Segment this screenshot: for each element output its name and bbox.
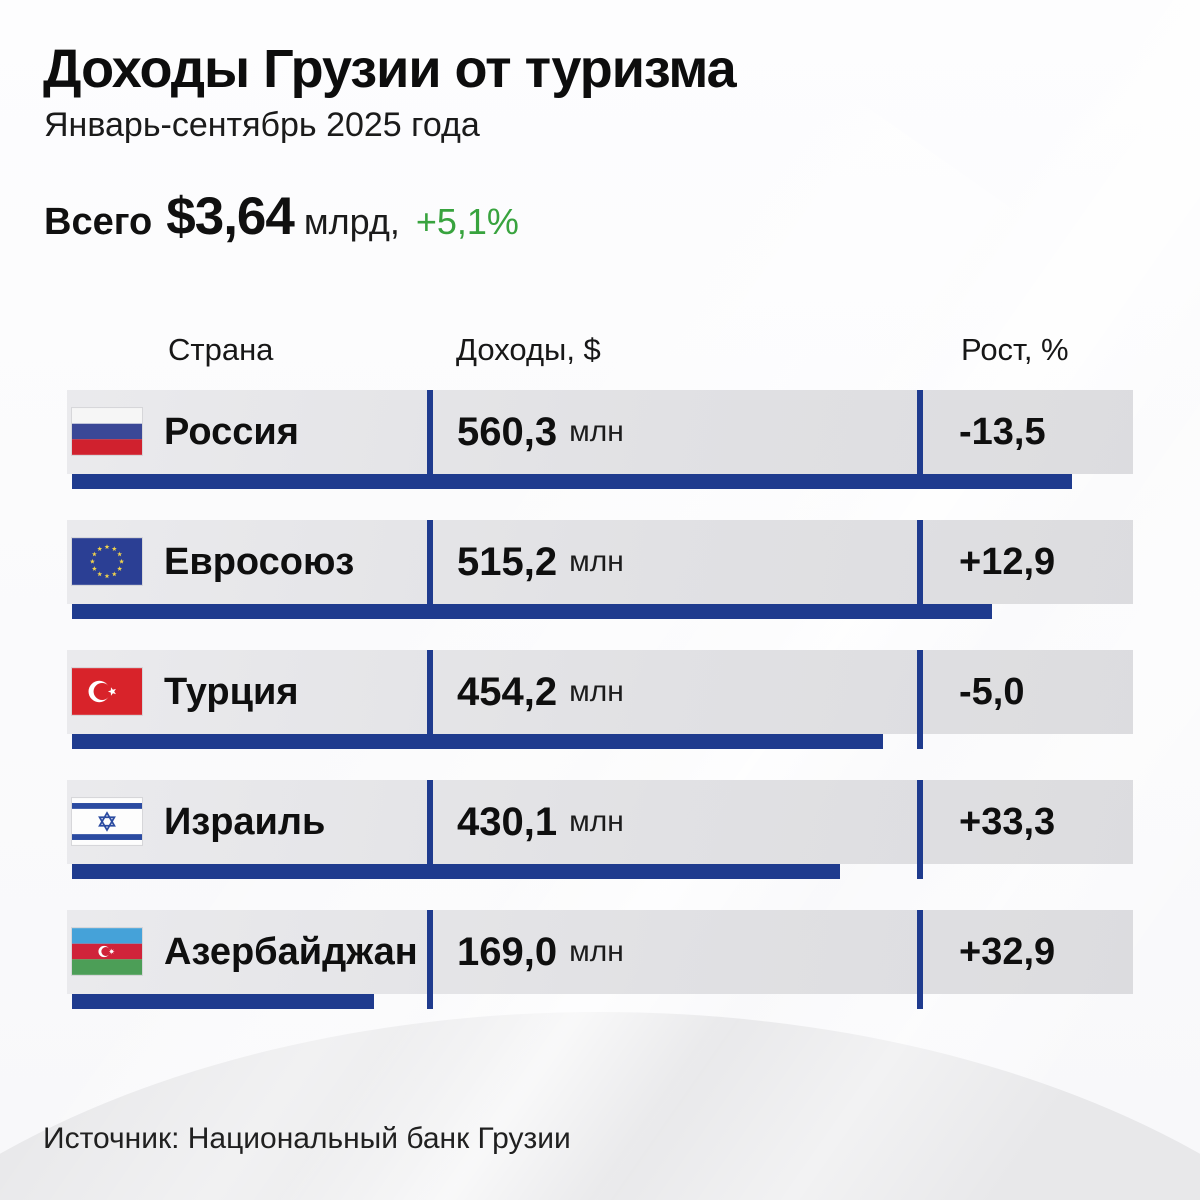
revenue-value: 430,1 — [457, 799, 558, 844]
table-row: Россия 560,3 млн -13,5 — [67, 390, 1133, 489]
revenue-unit: млн — [569, 675, 624, 708]
revenue-bar — [72, 864, 840, 879]
eu-flag-icon — [72, 538, 142, 585]
revenue-unit: млн — [569, 935, 624, 968]
revenue-cell: 560,3 млн — [457, 390, 624, 474]
total-label: Всего — [44, 201, 153, 243]
revenue-bar — [72, 604, 992, 619]
column-header-country: Страна — [168, 332, 274, 367]
total-amount: $3,64 — [166, 187, 295, 246]
revenue-bar — [72, 994, 374, 1009]
growth-value: -13,5 — [959, 410, 1046, 453]
country-rows-list: Россия 560,3 млн -13,5 Евросоюз 515,2 мл… — [67, 390, 1133, 1040]
row-background — [67, 520, 1133, 604]
column-divider — [427, 780, 433, 879]
column-divider — [427, 520, 433, 619]
revenue-unit: млн — [569, 805, 624, 838]
table-row: Турция 454,2 млн -5,0 — [67, 650, 1133, 749]
country-name: Израиль — [164, 800, 326, 843]
column-divider — [917, 520, 923, 619]
total-summary: Всего $3,64 млрд, +5,1% — [44, 186, 519, 247]
row-background — [67, 780, 1133, 864]
source-note: Источник: Национальный банк Грузии — [43, 1122, 571, 1155]
column-divider — [917, 650, 923, 749]
column-header-growth: Рост, % — [961, 332, 1069, 367]
revenue-value: 169,0 — [457, 929, 558, 974]
israel-flag-icon — [72, 798, 142, 845]
country-name: Россия — [164, 410, 299, 453]
revenue-cell: 430,1 млн — [457, 780, 624, 864]
total-unit: млрд, — [303, 201, 400, 242]
table-row: Азербайджан 169,0 млн +32,9 — [67, 910, 1133, 1009]
revenue-cell: 454,2 млн — [457, 650, 624, 734]
country-name: Азербайджан — [164, 930, 418, 973]
column-divider — [427, 910, 433, 1009]
revenue-cell: 515,2 млн — [457, 520, 624, 604]
total-growth-badge: +5,1% — [415, 201, 519, 242]
growth-value: -5,0 — [959, 670, 1025, 713]
revenue-bar — [72, 474, 1072, 489]
turkey-flag-icon — [72, 668, 142, 715]
revenue-cell: 169,0 млн — [457, 910, 624, 994]
column-divider — [427, 390, 433, 489]
column-divider — [427, 650, 433, 749]
page-title: Доходы Грузии от туризма — [43, 39, 737, 99]
revenue-value: 560,3 — [457, 409, 558, 454]
column-divider — [917, 910, 923, 1009]
column-divider — [917, 390, 923, 489]
table-row: Израиль 430,1 млн +33,3 — [67, 780, 1133, 879]
revenue-bar — [72, 734, 883, 749]
row-background — [67, 650, 1133, 734]
row-background — [67, 910, 1133, 994]
revenue-unit: млн — [569, 545, 624, 578]
russia-flag-icon — [72, 408, 142, 455]
revenue-value: 515,2 — [457, 539, 558, 584]
country-name: Турция — [164, 670, 299, 713]
growth-value: +32,9 — [959, 930, 1056, 973]
page-subtitle: Январь-сентябрь 2025 года — [44, 106, 480, 144]
column-header-revenue: Доходы, $ — [456, 332, 601, 367]
growth-value: +33,3 — [959, 800, 1056, 843]
growth-value: +12,9 — [959, 540, 1056, 583]
column-divider — [917, 780, 923, 879]
revenue-value: 454,2 — [457, 669, 558, 714]
country-name: Евросоюз — [164, 540, 355, 583]
row-background — [67, 390, 1133, 474]
azerbaijan-flag-icon — [72, 928, 142, 975]
revenue-unit: млн — [569, 415, 624, 448]
table-row: Евросоюз 515,2 млн +12,9 — [67, 520, 1133, 619]
